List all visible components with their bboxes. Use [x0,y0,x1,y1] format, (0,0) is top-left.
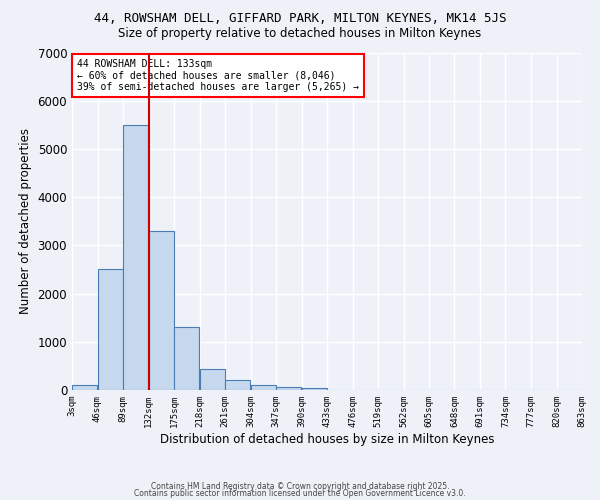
Bar [98,270,123,390]
Bar [174,328,199,390]
Text: Contains public sector information licensed under the Open Government Licence v3: Contains public sector information licen… [134,490,466,498]
Y-axis label: Number of detached properties: Number of detached properties [19,128,32,314]
X-axis label: Distribution of detached houses by size in Milton Keynes: Distribution of detached houses by size … [160,432,494,446]
Text: Size of property relative to detached houses in Milton Keynes: Size of property relative to detached ho… [118,28,482,40]
Bar [276,386,301,390]
Bar [149,231,174,390]
Bar [123,125,148,390]
Text: 44, ROWSHAM DELL, GIFFARD PARK, MILTON KEYNES, MK14 5JS: 44, ROWSHAM DELL, GIFFARD PARK, MILTON K… [94,12,506,26]
Text: Contains HM Land Registry data © Crown copyright and database right 2025.: Contains HM Land Registry data © Crown c… [151,482,449,491]
Bar [72,385,97,390]
Bar [200,370,225,390]
Bar [225,380,250,390]
Bar [302,388,327,390]
Text: 44 ROWSHAM DELL: 133sqm
← 60% of detached houses are smaller (8,046)
39% of semi: 44 ROWSHAM DELL: 133sqm ← 60% of detache… [77,59,359,92]
Bar [251,385,276,390]
